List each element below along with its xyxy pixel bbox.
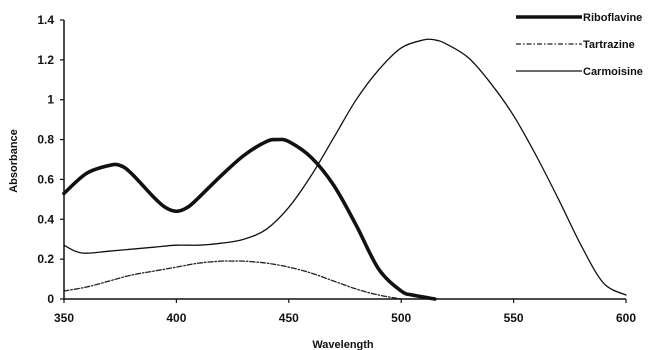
x-tick-label: 550: [504, 311, 524, 325]
y-tick-label: 1.4: [37, 13, 54, 27]
x-tick-label: 450: [279, 311, 299, 325]
x-tick-label: 600: [616, 311, 636, 325]
x-ticks: 350 400 450 500 550 600: [54, 299, 636, 325]
x-tick-label: 400: [166, 311, 186, 325]
series-line-tartrazine: [63, 260, 402, 300]
x-tick-label: 500: [391, 311, 411, 325]
x-tick-label: 350: [54, 311, 74, 325]
series-line-carmoisine: [63, 38, 627, 296]
plot-area: [62, 38, 627, 301]
axes: [63, 20, 626, 300]
legend: Riboflavine Tartrazine Carmoisine: [516, 12, 643, 78]
y-tick-label: 0.2: [37, 252, 54, 266]
legend-label: Carmoisine: [583, 66, 643, 78]
y-tick-label: 1: [47, 93, 54, 107]
y-tick-label: 0.4: [37, 212, 54, 226]
y-axis-title: Absorbance: [8, 129, 20, 193]
y-tick-label: 0.6: [37, 172, 54, 186]
y-tick-label: 0: [47, 292, 54, 306]
legend-label: Riboflavine: [583, 12, 642, 24]
y-tick-label: 1.2: [37, 53, 54, 67]
x-axis-title: Wavelength: [312, 339, 374, 350]
y-tick-label: 0.8: [37, 133, 54, 147]
series-line-riboflavine: [62, 137, 437, 301]
legend-label: Tartrazine: [583, 39, 635, 51]
y-ticks: 0 0.2 0.4 0.6 0.8 1 1.2 1.4: [37, 13, 64, 306]
